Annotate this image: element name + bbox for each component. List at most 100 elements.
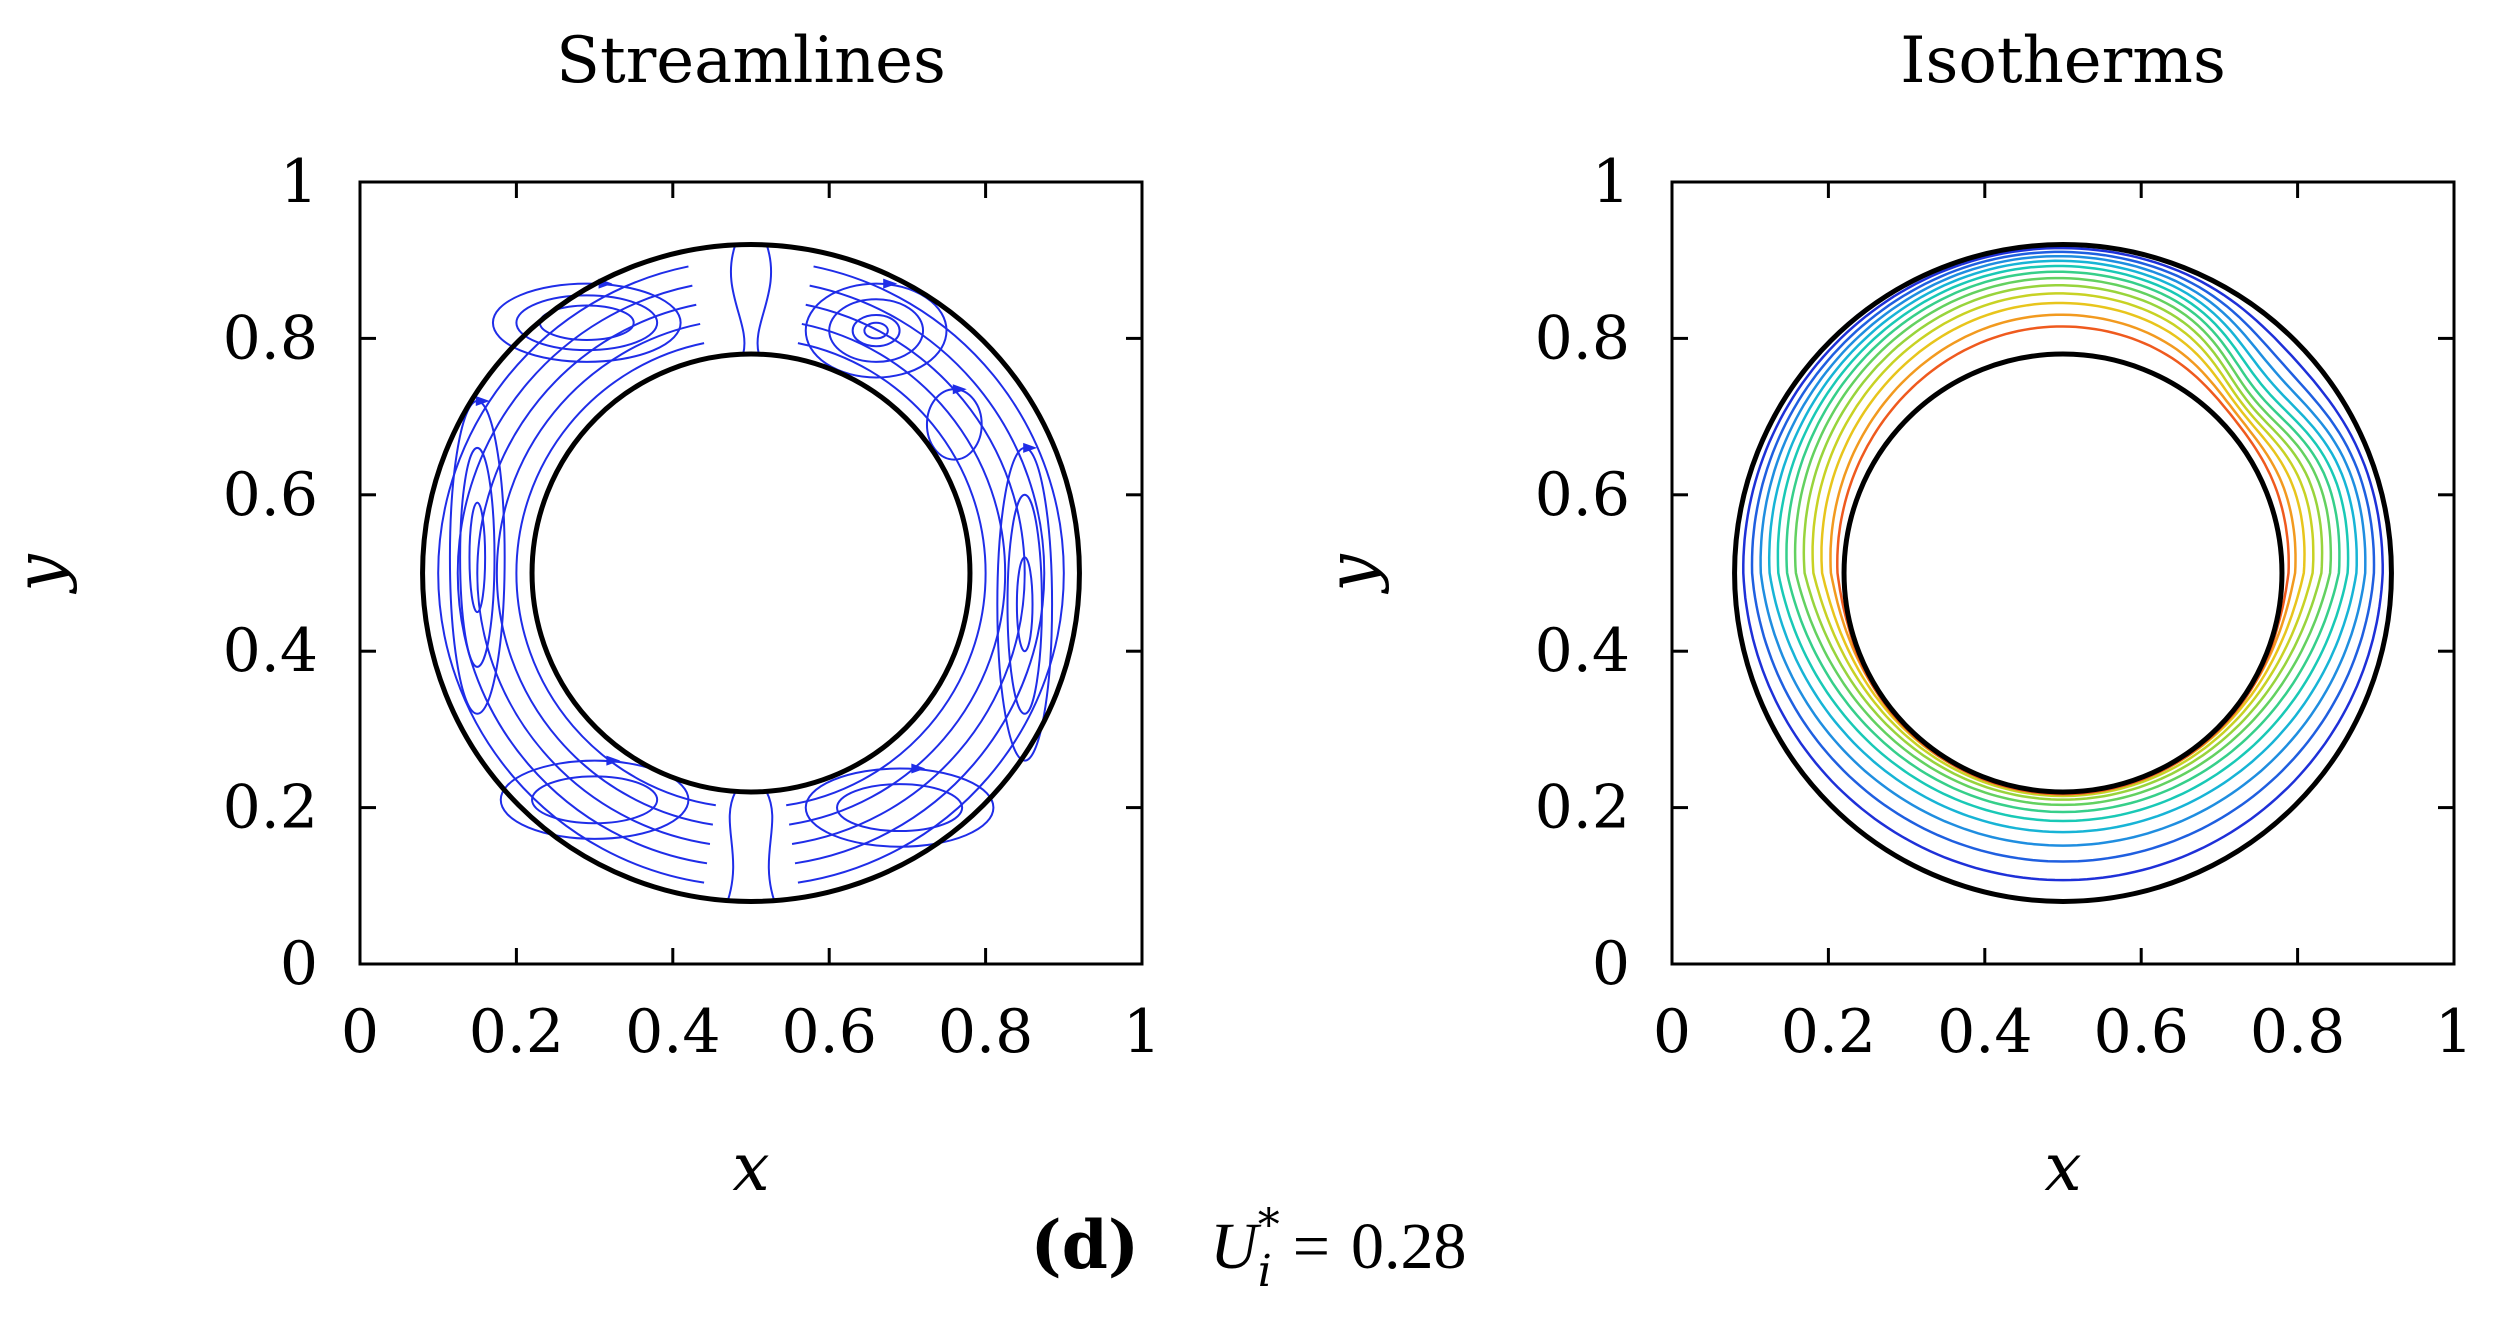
streamline [813,265,1065,574]
isotherm-level [1767,259,2358,834]
isotherm-level [1811,292,2315,798]
y-tick-label: 0 [1592,929,1630,999]
isotherm-level [1750,250,2376,863]
flow-arrow [606,755,621,766]
streamline-right-vortex [1015,556,1034,653]
flow-arrow [475,395,490,406]
streamline-separator [730,244,746,355]
streamline [791,572,1026,845]
streamline-bottom-left-vortex [531,775,659,825]
streamline-separator [765,791,776,902]
flow-arrow [911,763,926,774]
y-tick-label: 0.6 [223,460,318,530]
streamline-top-left-vortex [515,294,659,352]
x-axis-label: x [732,1129,769,1200]
streamline-separator [726,791,737,902]
streamline-bottom-right-vortex [836,783,964,833]
x-tick-label: 0 [341,997,379,1067]
streamline-right-vortex [1006,493,1043,715]
caption-variable: U [1210,1210,1258,1283]
caption-superscript: * [1257,1200,1280,1251]
caption-value: 0.28 [1351,1210,1467,1283]
isotherms-chart: Isotherms 00 0.2 0.2 0.4 0.4 0.6 0.6 0.8 0.8 1 1 x y [1313,24,2473,1206]
x-tick-label: 1 [2435,997,2473,1067]
y-tick-label: 1 [280,147,318,217]
streamline [797,572,1065,884]
streamline-top-right-vortex [851,313,901,348]
y-tick-label: 1 [1592,147,1630,217]
y-tick-label: 0.2 [1535,773,1630,843]
outer-cylinder [1732,242,2394,904]
streamline-top-left-vortex [491,282,682,363]
y-tick-label: 0.2 [223,773,318,843]
y-axis-label: y [1,554,78,595]
streamlines-layer [437,244,1065,902]
streamline [797,342,987,574]
isotherm-level [1802,284,2324,801]
x-tick-label: 0.4 [625,997,720,1067]
streamline [515,342,705,574]
plot-frame [358,180,1144,966]
y-tick-label: 0.8 [223,303,318,373]
inner-cylinder [529,351,973,795]
y-tick-label: 0.8 [1535,303,1630,373]
outer-cylinder [420,242,1082,904]
x-tick-label: 0.2 [1781,997,1876,1067]
y-axis-label: y [1313,554,1390,595]
streamline-left-vortex [468,501,487,614]
plot-frame [1670,180,2456,966]
x-tick-label: 0.4 [1937,997,2032,1067]
streamline-top-right-vortex [863,321,889,340]
x-axis-label: x [2044,1129,2081,1200]
streamlines-chart: Streamlines 00 0.2 0.2 0.4 0.4 0.6 0.6 0.8 0.8 1 1 x… [1,24,1161,1206]
x-tick-label: 0.8 [938,997,1033,1067]
figure-caption: (d) U*i = 0.28 [0,1200,2497,1320]
flow-arrow [1023,442,1038,453]
flow-arrow [883,278,898,289]
chart-title: Isotherms [1900,24,2226,98]
caption-equals: = [1292,1210,1331,1283]
streamline [794,572,1046,865]
isotherms-panel: Isotherms 0 0 0.2 0.2 0.4 0.4 0.6 0.6 0.8 0.8 1 1 x y [1312,0,2497,1206]
streamline-bottom-right-vortex [804,767,995,848]
streamline [805,303,1026,574]
streamlines-panel: Streamlines 0 0 0.2 0.2 0.4 0.4 0.6 0.6 0.8 0.8 1 1 x… [0,0,1200,1206]
y-tick-label: 0.4 [1535,616,1630,686]
x-tick-label: 0.6 [2093,997,2188,1067]
x-tick-label: 0.2 [469,997,564,1067]
streamline-right-small-cell [925,388,983,461]
isotherm-level [1742,246,2384,882]
streamline [476,572,711,845]
x-tick-label: 0 [1653,997,1691,1067]
streamline [786,572,987,807]
isotherm-level [1793,276,2333,807]
streamline-top-right-vortex [828,298,925,363]
y-tick-label: 0.6 [1535,460,1630,530]
isotherm-level [1759,254,2367,847]
x-tick-label: 0.8 [2250,997,2345,1067]
streamline [495,572,714,826]
x-tick-label: 0.6 [781,997,876,1067]
flow-arrow [952,384,967,395]
streamline [437,265,689,574]
panel-tag: (d) [1030,1206,1140,1284]
streamline [495,322,701,574]
y-tick-label: 0.4 [223,616,318,686]
y-tick-label: 0 [280,929,318,999]
x-tick-label: 1 [1123,997,1161,1067]
caption-subscript: i [1257,1246,1272,1297]
streamline [515,572,716,807]
streamline-separator [756,244,772,355]
isotherm-level [1820,301,2306,796]
streamline-left-vortex [459,446,496,668]
isotherm-level [1776,264,2350,823]
streamline [437,572,705,884]
inner-cylinder [1841,351,2285,795]
streamline [809,284,1046,574]
streamline [456,572,708,865]
isotherm-level [1785,270,2341,814]
chart-title: Streamlines [556,24,946,98]
streamline-bottom-left-vortex [499,759,690,840]
isotherms-layer [1742,246,2384,882]
streamline-top-right-vortex [804,282,948,379]
